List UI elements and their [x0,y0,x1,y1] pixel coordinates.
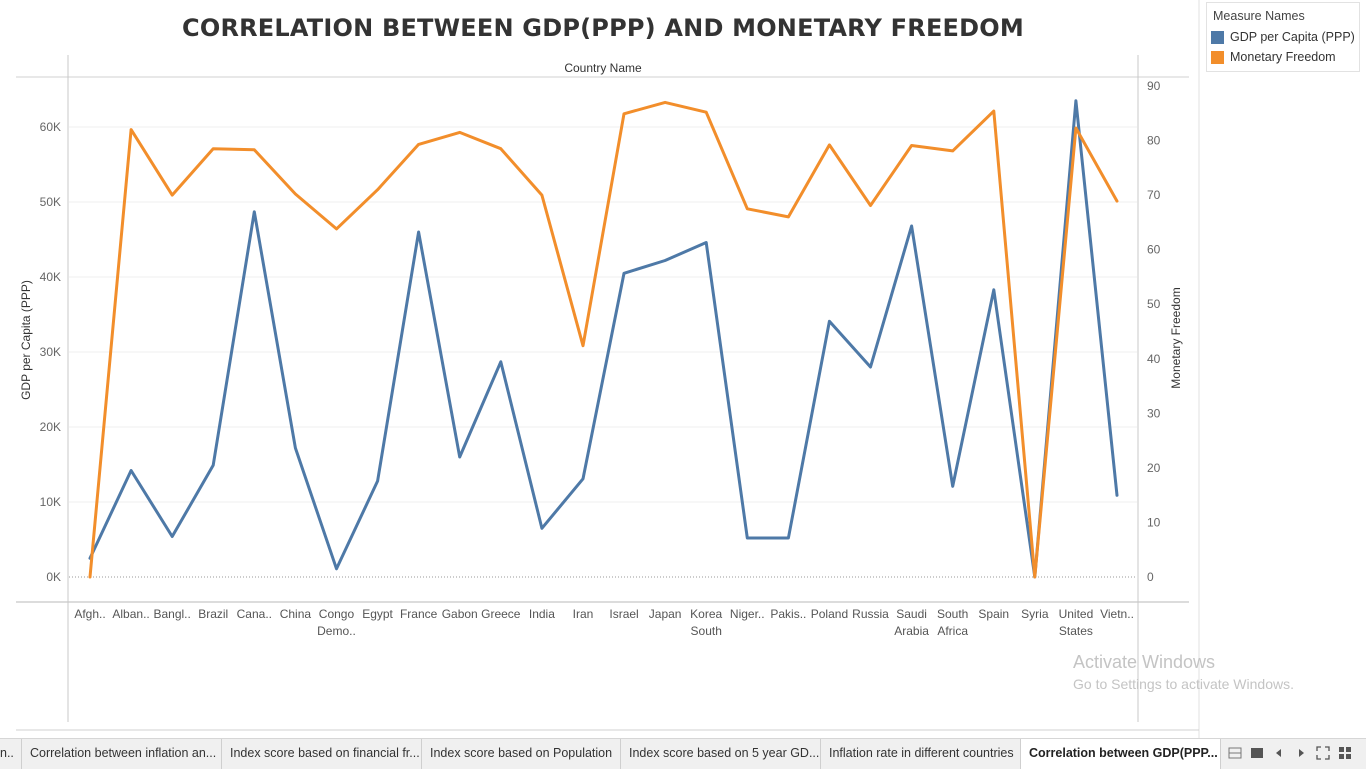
right-tick-label: 0 [1147,570,1154,584]
activate-windows-hint: Go to Settings to activate Windows. [1073,676,1294,692]
right-tick-label: 40 [1147,352,1161,366]
category-label: Alban.. [112,607,149,621]
gdp-series-line [88,99,1119,579]
legend-item-gdp[interactable]: GDP per Capita (PPP) [1211,27,1359,47]
category-label: India [529,607,555,621]
category-label: Pakis.. [770,607,806,621]
previous-sheet-icon[interactable] [1272,747,1286,762]
right-tick-label: 50 [1147,297,1161,311]
grid-icon[interactable] [1338,746,1352,763]
category-label: South [937,607,968,621]
category-label: Poland [811,607,848,621]
legend-swatch-gdp [1211,30,1224,44]
tab-sheet-0[interactable]: n.. [0,739,22,769]
next-sheet-icon[interactable] [1294,747,1308,762]
tab-sheet-inflation-correlation[interactable]: Correlation between inflation an... [22,739,222,769]
monetary-freedom-series-line [88,100,1119,579]
legend-title: Measure Names [1213,9,1305,23]
legend-swatch-monetary-freedom [1211,50,1224,64]
fit-icon[interactable] [1316,745,1330,763]
right-tick-label: 70 [1147,188,1161,202]
filmstrip-view-icon[interactable] [1250,747,1264,762]
right-tick-label: 60 [1147,243,1161,257]
tab-sheet-financial-freedom[interactable]: Index score based on financial fr... [222,739,422,769]
tab-sheet-population[interactable]: Index score based on Population [422,739,621,769]
right-axis-title: Monetary Freedom [1169,287,1183,388]
chart-title: CORRELATION BETWEEN GDP(PPP) AND MONETAR… [182,14,1024,42]
category-label: Niger.. [730,607,765,621]
category-label: United [1059,607,1094,621]
right-tick-label: 80 [1147,134,1161,148]
left-tick-label: 20K [40,420,61,434]
activate-windows-watermark: Activate Windows [1073,652,1216,672]
tab-sheet-5-year-gdp[interactable]: Index score based on 5 year GD... [621,739,821,769]
sheet-navigation [1228,740,1352,768]
category-label: Gabon [442,607,478,621]
tab-sheet-gdp-correlation[interactable]: Correlation between GDP(PPP... [1021,739,1221,769]
category-label: Israel [609,607,638,621]
category-label: Brazil [198,607,228,621]
category-label: Spain [978,607,1009,621]
left-tick-label: 40K [40,270,61,284]
category-label: Korea [690,607,722,621]
grid-view-icon[interactable] [1228,747,1242,762]
category-label: Syria [1021,607,1049,621]
category-label: Egypt [362,607,393,621]
right-tick-label: 30 [1147,406,1161,420]
category-label: Cana.. [237,607,272,621]
category-label: Congo [319,607,355,621]
x-axis-header: Country Name [564,61,642,75]
category-label: Japan [649,607,682,621]
right-tick-label: 90 [1147,79,1161,93]
category-label: States [1059,624,1093,638]
left-tick-label: 10K [40,495,61,509]
category-label: Greece [481,607,521,621]
tab-sheet-inflation-rate[interactable]: Inflation rate in different countries [821,739,1021,769]
category-label: Africa [937,624,968,638]
category-label: Demo.. [317,624,356,638]
category-label: South [691,624,722,638]
category-label: Bangl.. [153,607,190,621]
legend[interactable]: Measure Names GDP per Capita (PPP) Monet… [1206,2,1360,72]
category-label: Vietn.. [1100,607,1134,621]
category-label: France [400,607,438,621]
right-tick-label: 10 [1147,515,1161,529]
legend-item-monetary-freedom[interactable]: Monetary Freedom [1211,47,1359,67]
category-label: Arabia [894,624,929,638]
category-label: Saudi [896,607,927,621]
right-tick-label: 20 [1147,461,1161,475]
category-label: Afgh.. [74,607,105,621]
left-axis-title: GDP per Capita (PPP) [19,280,33,400]
left-tick-label: 30K [40,345,61,359]
category-label: Russia [852,607,889,621]
sheet-tab-bar: n.. Correlation between inflation an... … [0,738,1366,769]
category-label: China [280,607,312,621]
category-label: Iran [573,607,594,621]
left-tick-label: 60K [40,120,61,134]
left-tick-label: 50K [40,195,61,209]
legend-label-gdp: GDP per Capita (PPP) [1230,30,1355,44]
left-tick-label: 0K [46,570,61,584]
chart-area: Country Name 0K 10K 20K 30K 40K 50K 60K 0 10 20 30 4… [16,0,1200,738]
legend-label-monetary-freedom: Monetary Freedom [1230,50,1336,64]
